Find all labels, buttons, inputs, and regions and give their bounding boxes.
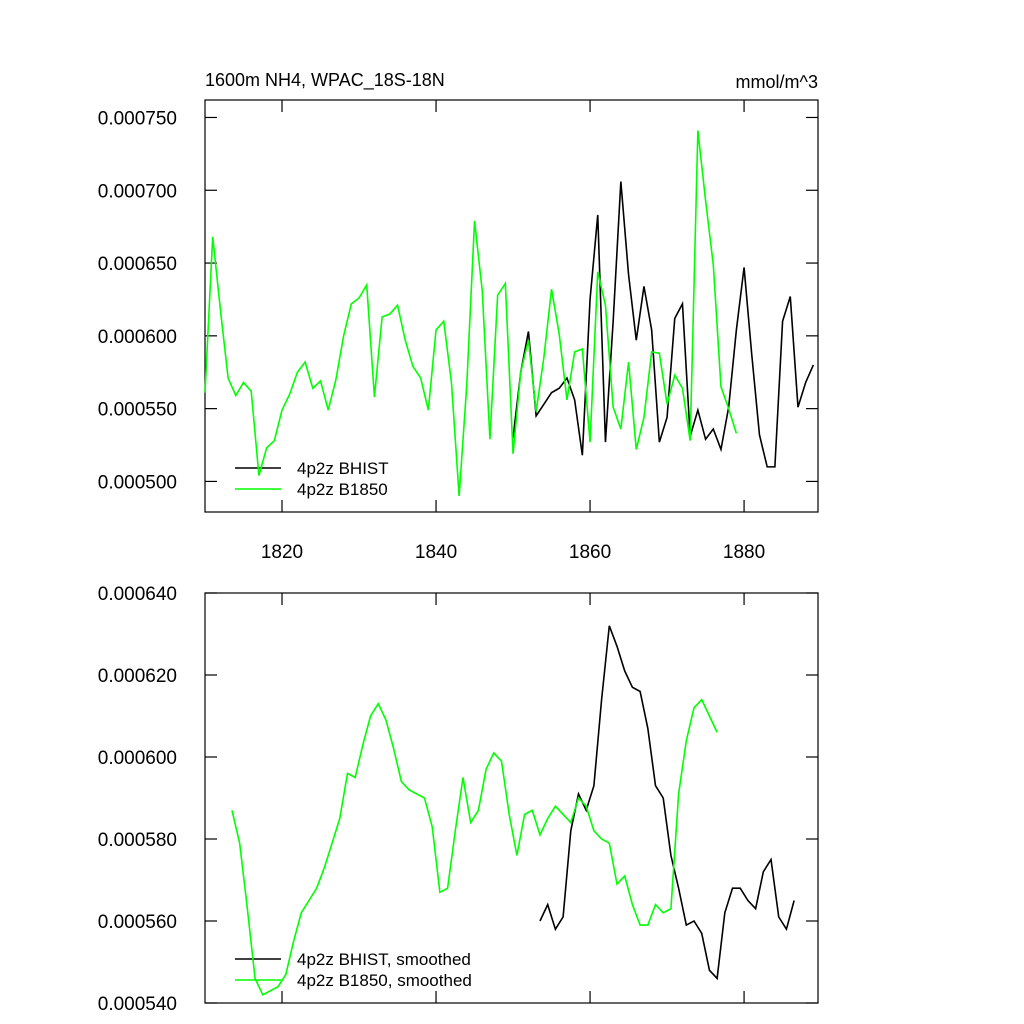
data-line [204, 130, 738, 497]
data-line [231, 698, 718, 996]
legend-label: 4p2z B1850, smoothed [297, 971, 472, 990]
x-tick-label: 1860 [569, 542, 611, 563]
y-tick-label: 0.000750 [98, 108, 177, 129]
y-tick-label: 0.000700 [98, 181, 177, 202]
legend-label: 4p2z BHIST, smoothed [297, 950, 471, 969]
units-label: mmol/m^3 [736, 72, 818, 92]
chart-title: 1600m NH4, WPAC_18S-18N [205, 70, 445, 91]
y-tick-label: 0.000550 [98, 400, 177, 421]
legend-label: 4p2z BHIST [297, 459, 389, 478]
legend-label: 4p2z B1850 [297, 480, 388, 499]
y-tick-label: 0.000620 [98, 666, 177, 687]
y-tick-label: 0.000600 [98, 748, 177, 769]
data-line [512, 181, 815, 468]
x-tick-label: 1840 [415, 542, 457, 563]
x-tick-label: 1820 [261, 542, 303, 563]
plot-frame [204, 592, 819, 1004]
plot-frame [204, 99, 819, 513]
y-tick-label: 0.000600 [98, 327, 177, 348]
y-tick-label: 0.000500 [98, 472, 177, 493]
x-tick-label: 1880 [723, 542, 765, 563]
y-tick-label: 0.000650 [98, 254, 177, 275]
y-tick-label: 0.000580 [98, 830, 177, 851]
y-tick-label: 0.000540 [98, 994, 177, 1015]
y-tick-label: 0.000560 [98, 912, 177, 933]
y-tick-label: 0.000640 [98, 584, 177, 605]
